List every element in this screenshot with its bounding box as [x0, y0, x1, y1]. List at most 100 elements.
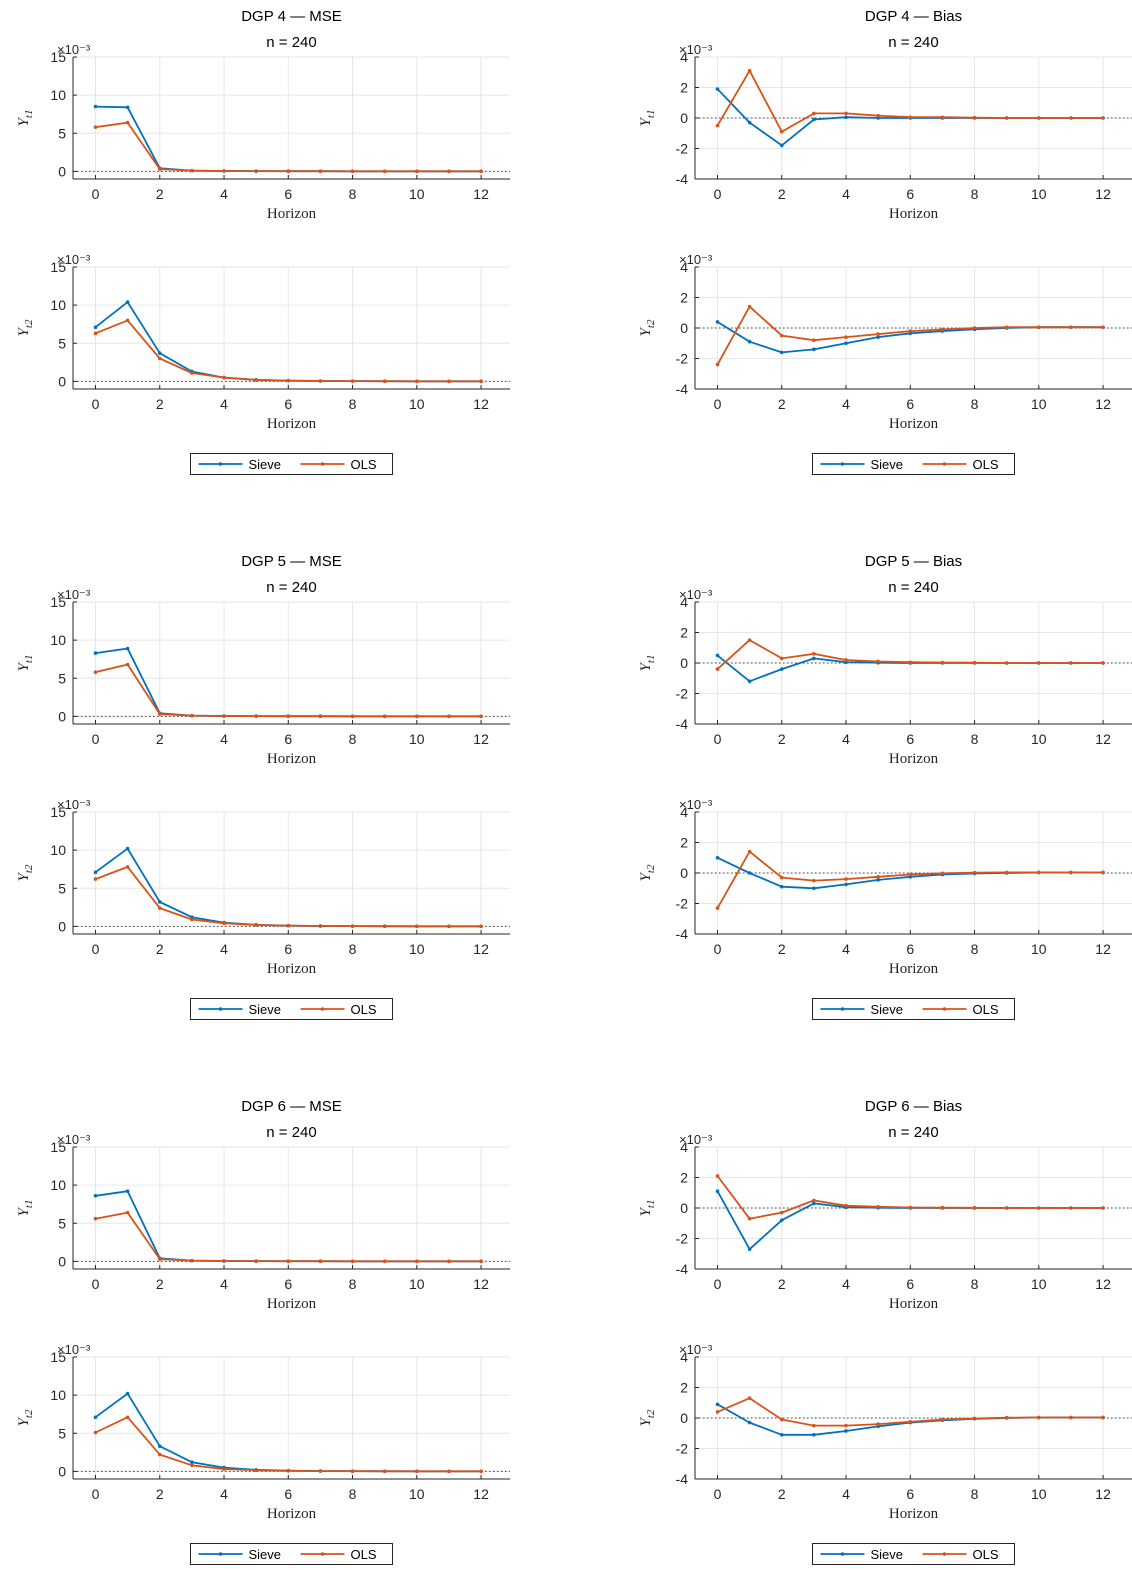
y-tick-label: -4 — [676, 926, 689, 942]
y-tick-label: 0 — [58, 1253, 66, 1269]
data-point — [715, 667, 720, 671]
data-point — [93, 104, 98, 109]
series-ols — [715, 68, 1105, 134]
x-tick-label: 0 — [92, 396, 100, 412]
legend-box — [190, 998, 393, 1020]
legend-marker — [320, 1552, 325, 1556]
x-tick-label: 2 — [778, 731, 786, 747]
data-point — [157, 1444, 162, 1449]
x-tick-label: 0 — [714, 186, 722, 202]
series-ols — [715, 1396, 1105, 1428]
x-tick-label: 0 — [92, 731, 100, 747]
data-point — [125, 300, 130, 304]
data-point — [812, 338, 816, 343]
y-tick-label: 5 — [58, 125, 66, 141]
y-tick-label: 15 — [50, 804, 66, 820]
series-ols — [93, 865, 483, 929]
data-point — [812, 1198, 816, 1203]
y-tick-label: -2 — [676, 1231, 689, 1247]
x-tick-label: 2 — [156, 1276, 164, 1292]
y-exponent-label: ×10⁻³ — [57, 587, 91, 602]
data-point — [415, 1259, 419, 1264]
chart-title: DGP 6 — Bias — [865, 1098, 962, 1115]
data-point — [157, 906, 162, 910]
data-point — [415, 924, 419, 929]
data-point — [1037, 116, 1041, 120]
x-tick-label: 2 — [778, 941, 786, 957]
x-tick-label: 10 — [1031, 941, 1047, 957]
data-point — [350, 379, 355, 383]
data-point — [908, 115, 913, 120]
data-point — [972, 660, 977, 665]
x-tick-label: 12 — [473, 1486, 489, 1502]
data-point — [93, 870, 98, 875]
y-tick-label: 2 — [680, 835, 688, 851]
data-point — [1069, 661, 1073, 665]
chart-title: DGP 5 — MSE — [241, 553, 342, 570]
data-point — [908, 1420, 913, 1424]
data-point — [844, 877, 848, 881]
x-axis-label: Horizon — [889, 206, 939, 222]
data-point — [93, 670, 98, 674]
data-point — [876, 332, 880, 336]
y-tick-label: -4 — [676, 716, 689, 732]
data-point — [479, 1469, 483, 1474]
x-tick-label: 6 — [284, 396, 292, 412]
x-tick-label: 10 — [409, 941, 425, 957]
y-tick-label: 4 — [680, 259, 688, 275]
y-tick-label: 4 — [680, 49, 688, 65]
data-point — [222, 375, 226, 380]
chart-title: DGP 4 — Bias — [865, 8, 962, 25]
x-tick-label: 2 — [156, 941, 164, 957]
x-tick-label: 12 — [1095, 396, 1111, 412]
data-point — [779, 350, 784, 355]
legend-marker — [942, 462, 947, 466]
data-point — [1037, 325, 1041, 330]
legend-label-ols: OLS — [351, 1002, 377, 1017]
y-tick-label: 10 — [50, 1387, 66, 1403]
y-axis-label-main: Y — [16, 1416, 32, 1426]
data-point — [318, 1259, 323, 1264]
legend-label-sieve: Sieve — [871, 1002, 904, 1017]
x-tick-label: 0 — [714, 1276, 722, 1292]
y-exponent-label: ×10⁻³ — [679, 252, 713, 267]
data-point — [286, 1468, 291, 1473]
data-point — [747, 871, 752, 875]
series-ols — [93, 1210, 483, 1264]
legend: Sieve OLS — [812, 1543, 1015, 1565]
data-point — [747, 68, 752, 73]
data-point — [157, 351, 162, 355]
series-ols — [93, 1415, 483, 1474]
data-point — [747, 638, 752, 642]
x-tick-label: 10 — [1031, 186, 1047, 202]
data-point — [447, 379, 451, 384]
x-tick-label: 0 — [92, 941, 100, 957]
y-tick-label: -2 — [676, 686, 689, 702]
x-tick-label: 4 — [220, 1486, 228, 1502]
data-point — [1069, 116, 1073, 120]
data-point — [908, 1205, 913, 1210]
x-tick-label: 2 — [778, 186, 786, 202]
y-tick-label: 2 — [680, 1170, 688, 1186]
legend-label-sieve: Sieve — [871, 457, 904, 472]
data-point — [844, 658, 848, 662]
data-point — [447, 1469, 451, 1474]
y-tick-label: 5 — [58, 880, 66, 896]
y-axis-label-main: Y — [638, 871, 654, 881]
y-axis-label-main: Y — [16, 116, 32, 126]
y-exponent-label: ×10⁻³ — [679, 797, 713, 812]
x-tick-label: 0 — [714, 1486, 722, 1502]
data-point — [318, 714, 323, 719]
series-ols — [93, 662, 483, 719]
data-point — [157, 167, 162, 171]
data-point — [876, 659, 880, 664]
data-point — [1101, 1415, 1105, 1420]
x-tick-label: 4 — [842, 731, 850, 747]
x-tick-label: 4 — [220, 941, 228, 957]
